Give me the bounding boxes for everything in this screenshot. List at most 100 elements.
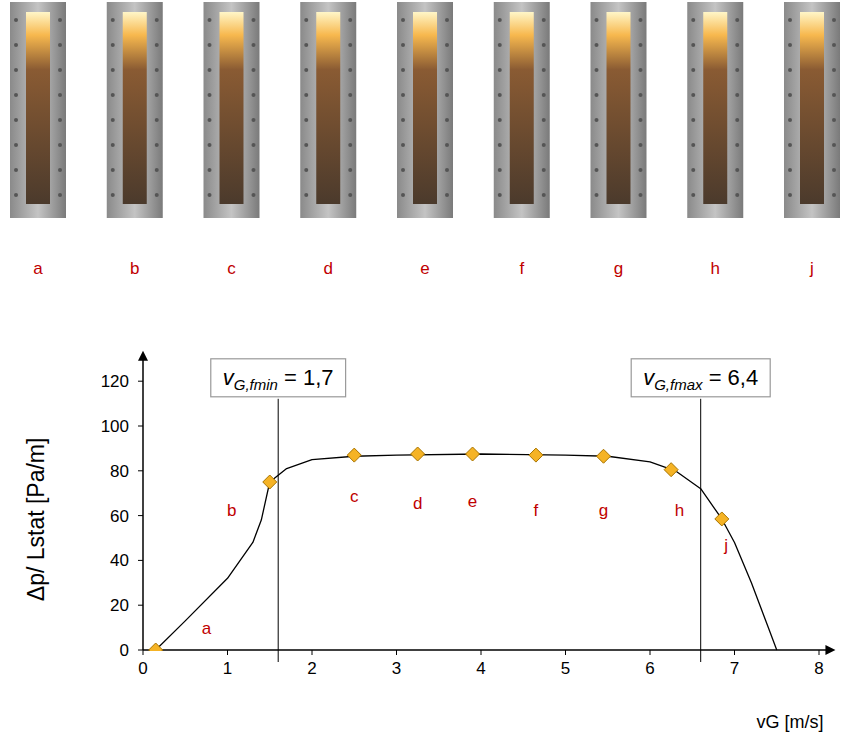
rivet [498, 143, 502, 147]
rivet [691, 118, 695, 122]
rivet [445, 43, 449, 47]
rivet [639, 68, 643, 72]
rivet [788, 43, 792, 47]
rivet [252, 93, 256, 97]
rivet [498, 193, 502, 197]
photo-label: a [33, 259, 43, 278]
rivet [595, 118, 599, 122]
rivet [639, 18, 643, 22]
rivet [735, 93, 739, 97]
x-tick [481, 650, 482, 655]
photo-label: h [711, 259, 720, 278]
y-axis-arrow [138, 351, 148, 361]
rivet [445, 18, 449, 22]
photo-column [316, 12, 340, 204]
rivet [691, 68, 695, 72]
rivet [691, 143, 695, 147]
photo [204, 2, 260, 218]
photo-column [703, 12, 727, 204]
data-point [263, 475, 277, 489]
x-tick-label: 6 [645, 659, 654, 678]
point-label: b [227, 501, 236, 520]
rivet [208, 18, 212, 22]
rivet [542, 18, 546, 22]
rivet [252, 18, 256, 22]
rivet [111, 118, 115, 122]
rivet [348, 193, 352, 197]
rivet [691, 193, 695, 197]
photo-frame [591, 2, 647, 218]
annotation-box [211, 359, 346, 397]
rivet [639, 193, 643, 197]
rivet [401, 168, 405, 172]
rivet [595, 168, 599, 172]
rivet [832, 193, 836, 197]
rivet [155, 93, 159, 97]
rivet [788, 168, 792, 172]
rivet [58, 43, 62, 47]
photo-column [220, 12, 244, 204]
rivet [639, 118, 643, 122]
point-label: a [202, 619, 212, 638]
photo [591, 2, 647, 218]
rivet [304, 168, 308, 172]
point-label: f [534, 501, 539, 520]
point-label: d [413, 494, 422, 513]
rivet [445, 143, 449, 147]
rivet [208, 93, 212, 97]
data-point [715, 512, 729, 526]
y-tick [138, 650, 143, 651]
photo-column [800, 12, 824, 204]
rivet [639, 43, 643, 47]
rivet [832, 143, 836, 147]
photo-label: g [614, 259, 623, 278]
rivet [14, 168, 18, 172]
rivet [498, 18, 502, 22]
rivet [498, 168, 502, 172]
y-tick-label: 100 [101, 417, 129, 436]
x-axis-arrow [825, 645, 835, 655]
point-label: c [350, 487, 359, 506]
rivet [788, 68, 792, 72]
photo-frame [494, 2, 550, 218]
rivet [348, 68, 352, 72]
rivet [445, 118, 449, 122]
y-tick-label: 120 [101, 372, 129, 391]
photo [494, 2, 550, 218]
rivet [639, 143, 643, 147]
rivet [401, 18, 405, 22]
rivet [111, 93, 115, 97]
rivet [58, 193, 62, 197]
x-tick-label: 7 [730, 659, 739, 678]
y-tick [138, 426, 143, 427]
rivet [208, 193, 212, 197]
rivet [595, 68, 599, 72]
photo [10, 2, 66, 218]
y-tick [138, 560, 143, 561]
rivet [58, 118, 62, 122]
rivet [639, 168, 643, 172]
rivet [348, 168, 352, 172]
rivet [208, 43, 212, 47]
rivet [595, 193, 599, 197]
photo-label: j [809, 259, 814, 278]
rivet [155, 43, 159, 47]
photo-column [510, 12, 534, 204]
rivet [208, 68, 212, 72]
y-tick-label: 20 [110, 596, 129, 615]
rivet [832, 93, 836, 97]
reference-label: vG,fmin = 1,7 [223, 365, 334, 393]
x-tick-label: 3 [392, 659, 401, 678]
rivet [111, 143, 115, 147]
rivet [348, 93, 352, 97]
data-group [149, 447, 777, 651]
rivet [401, 143, 405, 147]
rivet [788, 193, 792, 197]
y-tick-label: 0 [120, 641, 129, 660]
rivet [14, 143, 18, 147]
rivet [498, 118, 502, 122]
point-label: g [599, 501, 608, 520]
rivet [208, 168, 212, 172]
photo-frame [204, 2, 260, 218]
y-tick-label: 80 [110, 462, 129, 481]
